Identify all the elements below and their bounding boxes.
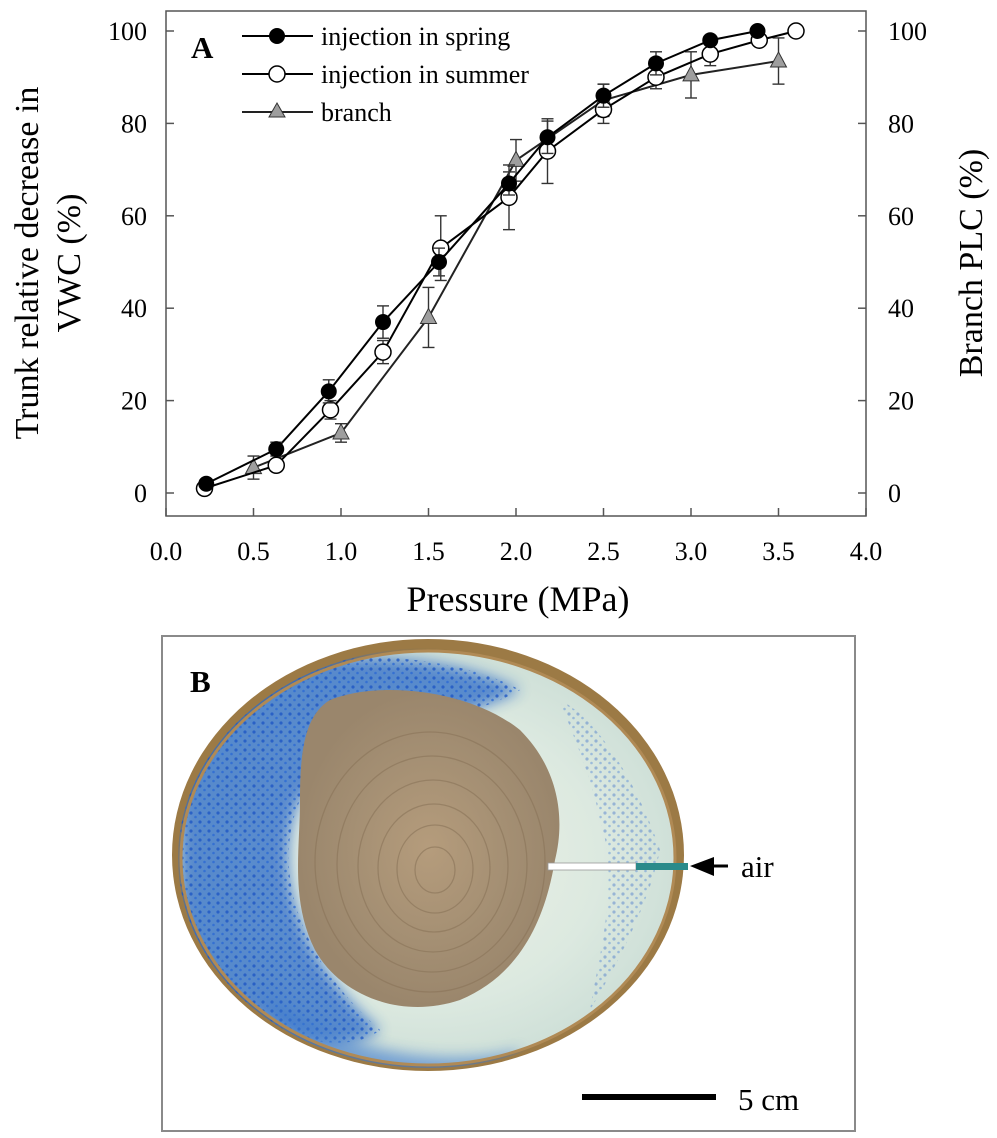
y-left-tick-label: 100 (108, 17, 147, 46)
data-point (702, 32, 719, 49)
y-left-tick-label: 60 (121, 202, 147, 231)
series-layer (195, 22, 805, 498)
dye-stain-dots (180, 657, 520, 1043)
scale-bar (582, 1094, 716, 1100)
data-point (419, 307, 438, 324)
heartwood (298, 690, 560, 1007)
data-point (787, 22, 805, 40)
y-left-tick-label: 20 (121, 387, 147, 416)
data-point (507, 150, 525, 167)
data-point (682, 64, 700, 82)
legend: injection in spring injection in summer … (242, 22, 529, 127)
data-point (701, 45, 719, 63)
dye-stain-right (560, 700, 660, 1010)
left-y-axis-label-line2: VWC (%) (51, 194, 88, 333)
air-label: air (741, 849, 774, 884)
dye-stain-left (180, 657, 520, 1043)
probe-teal-tip (636, 863, 688, 870)
sapwood (181, 651, 675, 1065)
data-point (595, 87, 612, 104)
data-point (375, 314, 391, 331)
data-point (501, 175, 517, 192)
y-left-tick-label: 40 (121, 294, 147, 323)
data-point (332, 422, 350, 440)
data-point (769, 50, 788, 68)
data-point (320, 383, 337, 400)
data-point (374, 343, 392, 361)
bark-ring (172, 639, 684, 1071)
probe-white-tube (547, 862, 637, 871)
x-tick-label: 1.5 (412, 537, 445, 566)
data-point (268, 441, 285, 458)
y-right-tick-label: 20 (888, 387, 914, 416)
y-right-tick-label: 60 (888, 202, 914, 231)
series-line (204, 30, 797, 490)
data-point (321, 401, 340, 419)
x-tick-label: 3.0 (675, 537, 708, 566)
y-right-tick-label: 0 (888, 479, 901, 508)
legend-label-summer: injection in summer (321, 60, 529, 89)
data-point (267, 456, 285, 475)
panel-label-a: A (191, 30, 214, 65)
legend-marker-branch (268, 101, 286, 118)
y-right-tick-label: 40 (888, 294, 914, 323)
x-tick-label: 4.0 (850, 537, 883, 566)
panel-label-b: B (190, 664, 211, 699)
series-injection-in-spring (198, 23, 766, 492)
y-right-tick-label: 100 (888, 17, 927, 46)
injection-probe (547, 862, 688, 871)
x-axis-label: Pressure (MPa) (407, 579, 630, 619)
left-y-axis-ticks: 0 20 40 60 80 100 (108, 17, 174, 508)
data-point (431, 254, 447, 270)
y-left-tick-label: 80 (121, 109, 147, 138)
x-tick-label: 0.5 (237, 537, 270, 566)
x-axis-ticks: 0.0 0.5 1.0 1.5 2.0 2.5 3.0 3.5 4.0 (150, 508, 883, 566)
legend-label-branch: branch (321, 98, 392, 127)
dye-stain-bottom (260, 990, 520, 1068)
series-line (205, 30, 758, 485)
data-point (749, 23, 766, 39)
y-left-tick-label: 0 (134, 479, 147, 508)
air-arrow (690, 857, 728, 876)
y-right-tick-label: 80 (888, 109, 914, 138)
x-tick-label: 3.5 (762, 537, 795, 566)
scale-bar-label: 5 cm (738, 1082, 799, 1117)
data-point (539, 129, 556, 146)
left-y-axis-label-line1: Trunk relative decrease in (9, 87, 46, 440)
series-injection-in-summer (195, 22, 805, 498)
arrow-head-icon (690, 857, 714, 876)
x-tick-label: 1.0 (325, 537, 358, 566)
data-point (648, 55, 664, 72)
data-point (198, 475, 215, 492)
x-tick-label: 2.0 (500, 537, 533, 566)
legend-label-spring: injection in spring (321, 22, 510, 51)
bark-inner-edge (179, 649, 677, 1067)
right-y-axis-label: Branch PLC (%) (953, 149, 990, 378)
growth-rings (314, 731, 546, 993)
legend-marker-summer (268, 65, 286, 83)
legend-marker-spring (269, 28, 285, 44)
photo-frame (161, 635, 856, 1132)
x-tick-label: 0.0 (150, 537, 183, 566)
x-tick-label: 2.5 (587, 537, 620, 566)
chart-panel-a: 0.0 0.5 1.0 1.5 2.0 2.5 3.0 3.5 4.0 0 20 40 60 80 100… (9, 10, 990, 619)
right-y-axis-ticks: 0 20 40 60 80 100 (858, 17, 927, 508)
wood-disc (172, 639, 684, 1071)
